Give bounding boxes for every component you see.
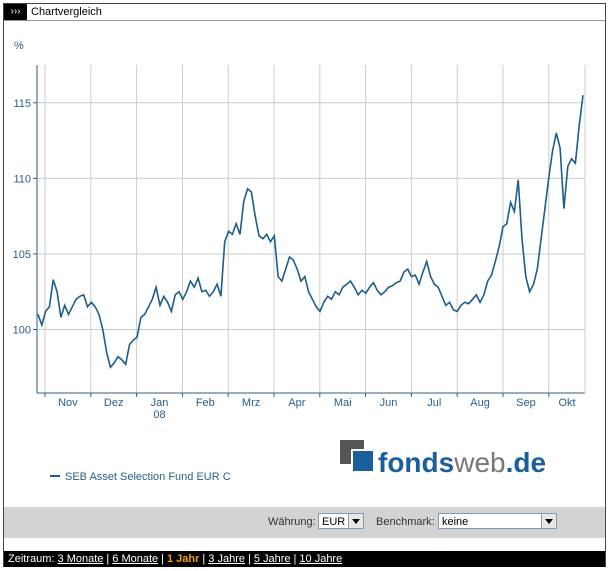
x-year-label: 08: [153, 409, 165, 421]
x-tick-label: Feb: [196, 397, 215, 409]
x-tick-label: Aug: [470, 397, 490, 409]
timeframe-bar: Zeitraum: 3 Monate | 6 Monate | 1 Jahr | 3 Jah…: [4, 551, 605, 567]
x-tick-label: Jul: [427, 397, 441, 409]
benchmark-value: keine: [442, 516, 469, 528]
x-tick-label: Jun: [380, 397, 398, 409]
benchmark-select[interactable]: keine: [438, 513, 557, 529]
separator: |: [247, 553, 251, 565]
logo-tld: .de: [506, 447, 546, 478]
separator: |: [106, 553, 110, 565]
separator: |: [202, 553, 206, 565]
x-tick-label: Nov: [58, 397, 78, 409]
x-tick-label: Sep: [516, 397, 536, 409]
logo-text: fondsweb.de: [378, 447, 546, 478]
separator: |: [161, 553, 164, 565]
x-tick-label: Apr: [288, 397, 305, 409]
y-tick-label: 115: [13, 98, 31, 110]
currency-label: Währung:: [268, 516, 316, 528]
currency-select[interactable]: EUR: [318, 513, 364, 529]
y-unit: %: [14, 40, 24, 52]
dropdown-arrow: [348, 514, 363, 528]
logo-square-blue: [351, 449, 375, 473]
x-tick-label: Okt: [558, 397, 575, 409]
timeframe-link[interactable]: 10 Jahre: [299, 553, 343, 565]
dropdown-arrow: [541, 514, 556, 528]
x-tick-label: Mrz: [242, 397, 260, 409]
benchmark-label: Benchmark:: [376, 516, 435, 528]
y-tick-label: 100: [13, 325, 31, 337]
timeframe-label: Zeitraum:: [8, 553, 55, 565]
y-tick-label: 105: [13, 249, 31, 261]
x-tick-label: Dez: [104, 397, 124, 409]
legend-label: SEB Asset Selection Fund EUR C: [65, 471, 231, 483]
timeframe-link[interactable]: 3 Monate: [57, 553, 104, 565]
timeframe-link[interactable]: 5 Jahre: [253, 553, 291, 565]
control-bar: Währung: EUR Benchmark: keine: [4, 507, 605, 538]
y-tick-label: 110: [13, 173, 31, 185]
logo: fondsweb.de: [340, 440, 546, 478]
timeframe-link[interactable]: 3 Jahre: [208, 553, 245, 565]
logo-brand: fonds: [378, 447, 454, 478]
logo-mid: web: [453, 447, 505, 478]
series-line: [37, 95, 584, 370]
header-title: Chartvergleich: [31, 6, 102, 18]
timeframe-link[interactable]: 6 Monate: [112, 553, 159, 565]
x-tick-label: Mai: [334, 397, 352, 409]
header-icon: ›››: [4, 4, 27, 20]
timeframe-active: 1 Jahr: [167, 553, 200, 565]
header-rule: [4, 20, 605, 21]
currency-value: EUR: [322, 516, 346, 528]
separator: |: [293, 553, 297, 565]
x-tick-label: Jan: [151, 397, 169, 409]
